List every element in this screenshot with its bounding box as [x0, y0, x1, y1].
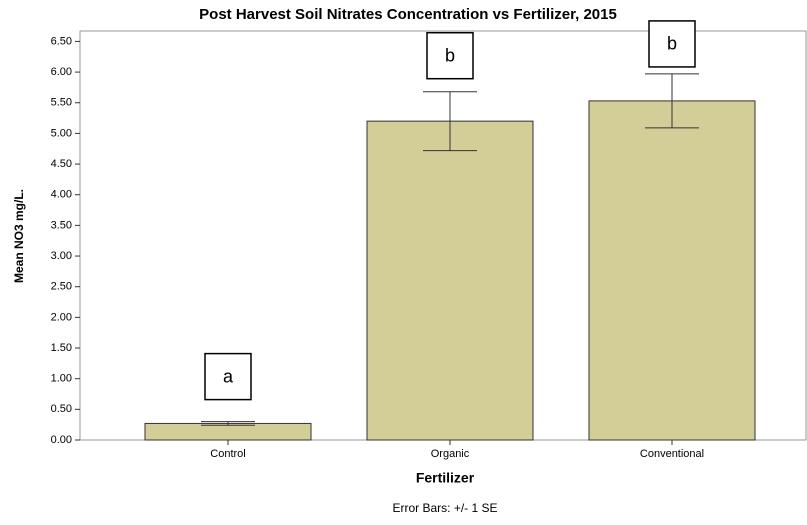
bar — [144, 422, 312, 441]
y-tick-label: 6.50 — [51, 35, 72, 47]
annotation-box — [204, 352, 252, 401]
x-axis-label: Fertilizer — [416, 470, 475, 486]
annotation-box — [648, 20, 696, 68]
y-tick-label: 3.50 — [51, 219, 72, 231]
x-tick-label: Organic — [431, 448, 470, 460]
y-tick-label: 5.00 — [51, 127, 72, 139]
y-tick-label: 6.00 — [51, 66, 72, 78]
y-tick-label: 0.50 — [51, 403, 72, 415]
y-tick-label: 2.00 — [51, 311, 72, 323]
footnote: Error Bars: +/- 1 SE — [392, 501, 497, 515]
bar — [588, 100, 756, 441]
y-axis-label: Mean NO3 mg/L. — [12, 189, 26, 283]
x-tick-label: Conventional — [640, 448, 704, 460]
y-tick-label: 3.00 — [51, 250, 72, 262]
y-tick-label: 0.00 — [51, 434, 72, 446]
bar — [366, 120, 534, 441]
annotation: b — [667, 34, 677, 54]
y-tick-label: 5.50 — [51, 97, 72, 109]
annotation: a — [223, 366, 234, 386]
y-tick-label: 4.00 — [51, 189, 72, 201]
annotation-box — [426, 31, 474, 80]
annotation: b — [445, 45, 455, 65]
y-tick-label: 2.50 — [51, 281, 72, 293]
y-tick-label: 4.50 — [51, 158, 72, 170]
y-tick-label: 1.50 — [51, 342, 72, 354]
y-tick-label: 1.00 — [51, 373, 72, 385]
x-tick-label: Control — [210, 448, 245, 460]
chart-title: Post Harvest Soil Nitrates Concentration… — [199, 6, 617, 23]
